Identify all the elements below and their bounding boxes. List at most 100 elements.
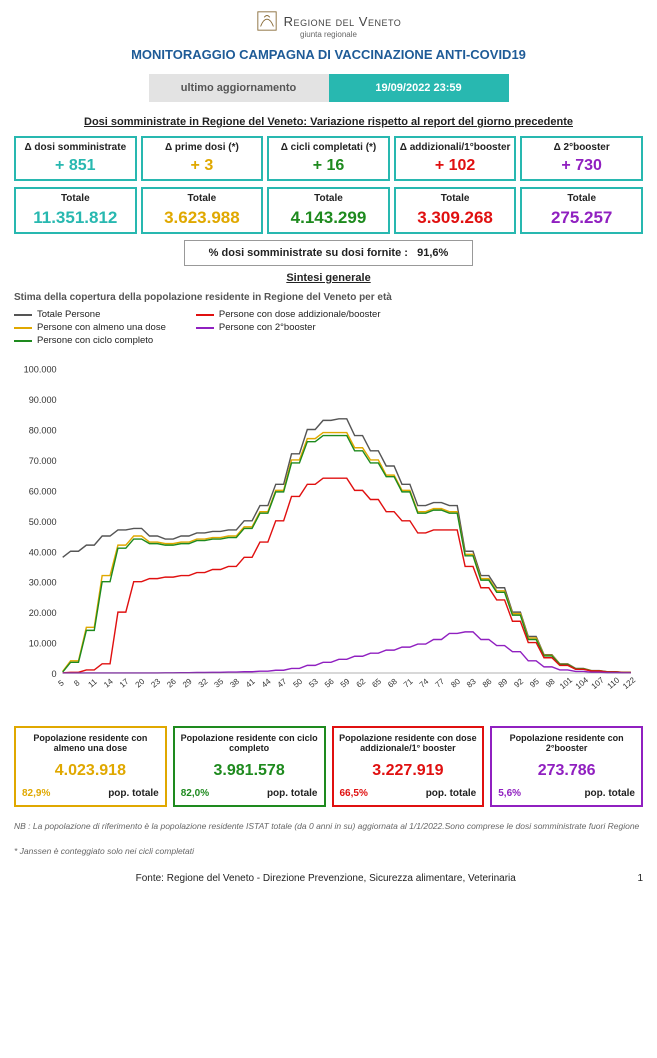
svg-text:53: 53 bbox=[307, 677, 320, 690]
svg-text:77: 77 bbox=[433, 677, 446, 690]
svg-text:83: 83 bbox=[465, 677, 478, 690]
svg-text:122: 122 bbox=[621, 675, 638, 691]
svg-text:30.000: 30.000 bbox=[29, 578, 57, 588]
card-value: + 102 bbox=[398, 157, 513, 175]
footer-source: Fonte: Regione del Veneto - Direzione Pr… bbox=[136, 873, 516, 884]
chart-svg: 010.00020.00030.00040.00050.00060.00070.… bbox=[14, 350, 643, 720]
card-label: Δ 2°booster bbox=[524, 142, 639, 153]
pct-value: 91,6% bbox=[417, 247, 448, 259]
stat-card: Totale275.257 bbox=[520, 187, 643, 234]
population-card: Popolazione residente con dose addiziona… bbox=[332, 726, 485, 807]
stat-card: Δ prime dosi (*) + 3 bbox=[141, 136, 264, 181]
card-label: Totale bbox=[398, 193, 513, 204]
header: Regione del Veneto giunta regionale MONI… bbox=[14, 10, 643, 102]
svg-text:17: 17 bbox=[118, 677, 131, 690]
pop-pct: 82,9% bbox=[22, 788, 50, 799]
card-label: Δ dosi somministrate bbox=[18, 142, 133, 153]
footer: Fonte: Regione del Veneto - Direzione Pr… bbox=[14, 873, 643, 884]
svg-text:70.000: 70.000 bbox=[29, 456, 57, 466]
svg-text:90.000: 90.000 bbox=[29, 395, 57, 405]
population-row: Popolazione residente con almeno una dos… bbox=[14, 726, 643, 807]
card-label: Totale bbox=[18, 193, 133, 204]
pct-wrap: % dosi somministrate su dosi fornite : 9… bbox=[14, 240, 643, 266]
pop-pct: 66,5% bbox=[340, 788, 368, 799]
card-label: Δ prime dosi (*) bbox=[145, 142, 260, 153]
card-label: Totale bbox=[145, 193, 260, 204]
svg-text:92: 92 bbox=[512, 677, 525, 690]
svg-text:56: 56 bbox=[323, 677, 336, 690]
svg-text:60.000: 60.000 bbox=[29, 486, 57, 496]
population-card: Popolazione residente con almeno una dos… bbox=[14, 726, 167, 807]
chart-subtitle: Stima della copertura della popolazione … bbox=[14, 292, 643, 303]
svg-text:41: 41 bbox=[244, 677, 257, 690]
pop-title: Popolazione residente con ciclo completo bbox=[179, 734, 320, 754]
svg-text:8: 8 bbox=[72, 678, 82, 688]
stat-card: Totale11.351.812 bbox=[14, 187, 137, 234]
svg-text:100.000: 100.000 bbox=[24, 365, 57, 375]
pop-title: Popolazione residente con 2°booster bbox=[496, 734, 637, 754]
svg-text:20.000: 20.000 bbox=[29, 608, 57, 618]
card-value: + 851 bbox=[18, 157, 133, 175]
org-name: Regione del Veneto bbox=[284, 14, 402, 29]
svg-text:89: 89 bbox=[497, 677, 510, 690]
card-label: Δ cicli completati (*) bbox=[271, 142, 386, 153]
section1-title: Dosi somministrate in Regione del Veneto… bbox=[14, 116, 643, 128]
svg-text:38: 38 bbox=[228, 677, 241, 690]
svg-text:59: 59 bbox=[339, 677, 352, 690]
delta-row: Δ dosi somministrate + 851 Δ prime dosi (*… bbox=[14, 136, 643, 181]
pop-suffix: pop. totale bbox=[584, 788, 635, 799]
pop-pct: 5,6% bbox=[498, 788, 521, 799]
svg-text:74: 74 bbox=[418, 677, 431, 690]
svg-text:23: 23 bbox=[149, 677, 162, 690]
logo: Regione del Veneto bbox=[14, 10, 643, 32]
total-row: Totale11.351.812Totale3.623.988Totale4.1… bbox=[14, 187, 643, 234]
card-value: 3.623.988 bbox=[145, 208, 260, 228]
card-value: 4.143.299 bbox=[271, 208, 386, 228]
svg-text:71: 71 bbox=[402, 677, 415, 690]
card-value: + 16 bbox=[271, 157, 386, 175]
legend-item: Persone con almeno una dose bbox=[14, 322, 166, 333]
card-value: 3.309.268 bbox=[398, 208, 513, 228]
svg-text:0: 0 bbox=[52, 669, 57, 679]
svg-text:26: 26 bbox=[165, 677, 178, 690]
legend-item: Persone con dose addizionale/booster bbox=[196, 309, 381, 320]
pop-value: 4.023.918 bbox=[20, 762, 161, 780]
svg-text:29: 29 bbox=[181, 677, 194, 690]
svg-text:107: 107 bbox=[590, 675, 607, 691]
svg-text:62: 62 bbox=[355, 677, 368, 690]
main-title: MONITORAGGIO CAMPAGNA DI VACCINAZIONE AN… bbox=[14, 47, 643, 62]
footer-page: 1 bbox=[637, 873, 643, 884]
population-card: Popolazione residente con ciclo completo… bbox=[173, 726, 326, 807]
svg-text:65: 65 bbox=[370, 677, 383, 690]
pct-box: % dosi somministrate su dosi fornite : 9… bbox=[184, 240, 474, 266]
svg-text:20: 20 bbox=[134, 677, 147, 690]
legend-item: Persone con ciclo completo bbox=[14, 335, 166, 346]
svg-text:80: 80 bbox=[449, 677, 462, 690]
legend-item: Persone con 2°booster bbox=[196, 322, 381, 333]
lion-icon bbox=[256, 10, 278, 32]
svg-text:44: 44 bbox=[260, 677, 273, 690]
svg-text:104: 104 bbox=[574, 675, 591, 691]
svg-text:110: 110 bbox=[606, 675, 622, 691]
line-chart: 010.00020.00030.00040.00050.00060.00070.… bbox=[14, 350, 643, 720]
pop-value: 3.227.919 bbox=[338, 762, 479, 780]
pop-value: 3.981.578 bbox=[179, 762, 320, 780]
svg-text:50: 50 bbox=[291, 677, 304, 690]
card-label: Δ addizionali/1°booster bbox=[398, 142, 513, 153]
stat-card: Totale 3.309.268 bbox=[394, 187, 517, 234]
svg-text:35: 35 bbox=[213, 677, 226, 690]
org-sub: giunta regionale bbox=[14, 30, 643, 39]
svg-text:40.000: 40.000 bbox=[29, 547, 57, 557]
card-value: + 3 bbox=[145, 157, 260, 175]
pop-suffix: pop. totale bbox=[267, 788, 318, 799]
svg-text:80.000: 80.000 bbox=[29, 426, 57, 436]
legend-item: Totale Persone bbox=[14, 309, 166, 320]
stat-card: Δ addizionali/1°booster + 102 bbox=[394, 136, 517, 181]
svg-text:101: 101 bbox=[558, 675, 575, 691]
pop-suffix: pop. totale bbox=[108, 788, 159, 799]
pop-pct: 82,0% bbox=[181, 788, 209, 799]
population-card: Popolazione residente con 2°booster273.7… bbox=[490, 726, 643, 807]
pop-suffix: pop. totale bbox=[426, 788, 477, 799]
stat-card: Totale 3.623.988 bbox=[141, 187, 264, 234]
pop-title: Popolazione residente con dose addiziona… bbox=[338, 734, 479, 754]
